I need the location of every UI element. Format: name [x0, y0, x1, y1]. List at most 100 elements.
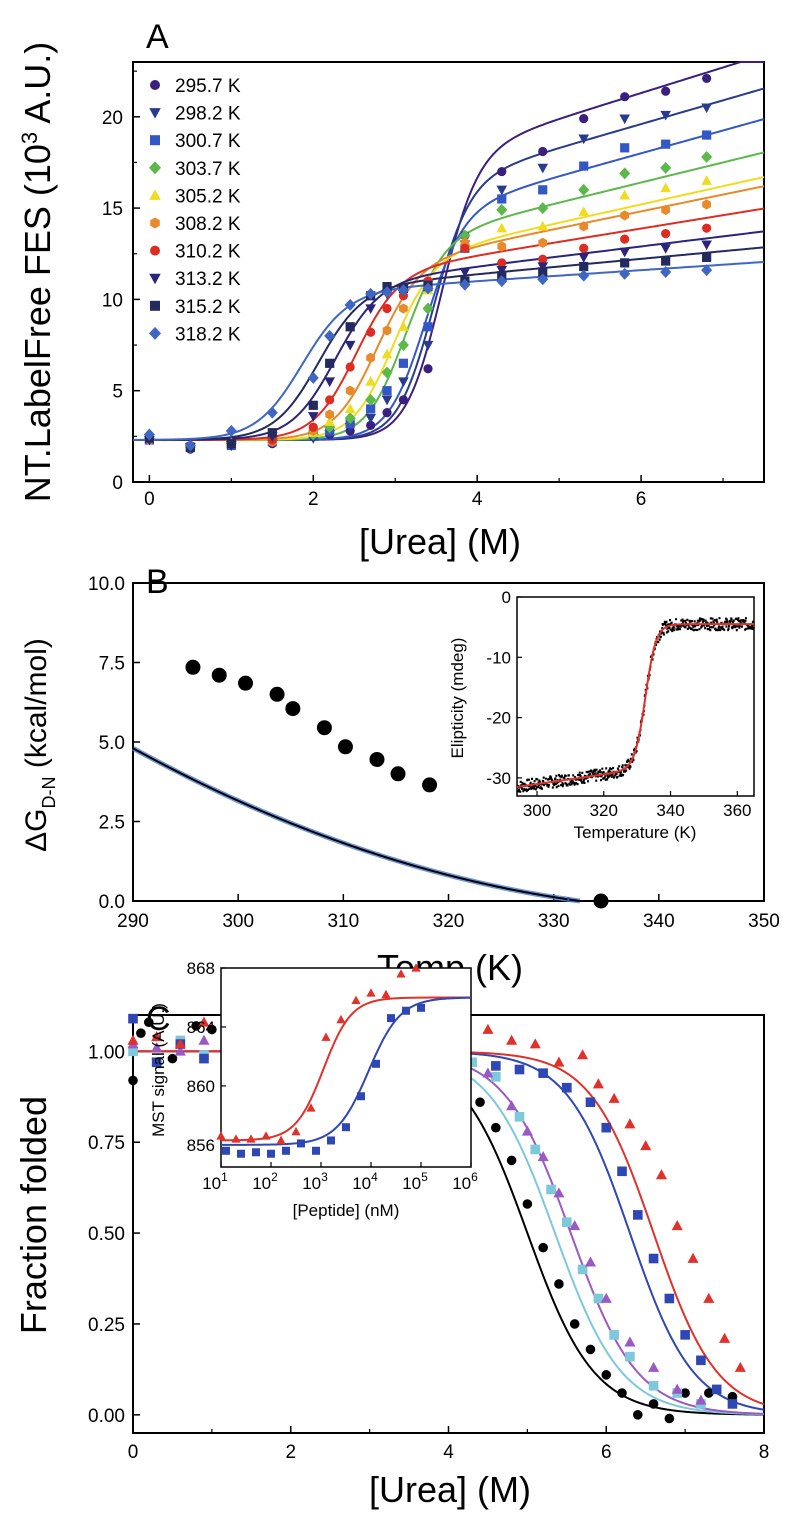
panel-a-fit-curves [132, 61, 765, 441]
legend-label: 315.2 K [175, 297, 241, 318]
data-point [381, 286, 393, 299]
panel-a-legend: 295.7 K 298.2 K 300.7 K 303.7 K 305.2 K 308.2… [149, 76, 241, 345]
y-tick-label: 15 [102, 199, 123, 220]
data-point [382, 325, 392, 336]
data-point [366, 327, 376, 337]
x-tick-label: 2 [285, 1442, 296, 1463]
data-point [184, 439, 196, 452]
data-point [316, 720, 332, 736]
inset-data-point [381, 989, 391, 999]
data-point [579, 243, 589, 253]
data-point [702, 199, 712, 210]
inset-y-tick-label: -10 [486, 648, 511, 667]
y-tick-label: 5 [112, 382, 123, 403]
data-point [185, 659, 201, 675]
data-point [703, 1388, 714, 1398]
data-point [537, 273, 549, 286]
panel-a-data-points [143, 73, 713, 454]
data-point [382, 386, 392, 396]
data-point [734, 1361, 746, 1372]
data-point [702, 130, 712, 140]
data-point [365, 287, 377, 300]
data-point [562, 1082, 572, 1093]
inset-data-point [312, 1146, 320, 1155]
data-point [680, 1388, 690, 1398]
data-point [128, 1046, 138, 1057]
y-tick-label: 2.5 [99, 813, 125, 834]
inset-x-tick-label: 105 [402, 1170, 428, 1193]
data-point [151, 1057, 162, 1068]
y-tick-label: 0.00 [88, 1406, 125, 1427]
data-point [398, 321, 409, 331]
x-tick-label: 2 [308, 489, 319, 510]
data-point [577, 1049, 589, 1060]
data-point [366, 352, 376, 363]
data-point [660, 110, 671, 121]
data-point [660, 161, 672, 174]
inset-y-tick-label: 0 [502, 588, 511, 607]
data-point [337, 739, 353, 755]
inset-data-point [282, 1146, 290, 1155]
data-point [506, 1155, 517, 1166]
y-tick-label: 7.5 [99, 654, 125, 675]
data-point [701, 240, 712, 251]
data-point [619, 189, 630, 200]
x-tick-label: 0 [128, 1442, 139, 1463]
y-tick-label: 20 [102, 108, 123, 129]
data-point [702, 223, 712, 233]
inset-y-tick-label: 864 [187, 1018, 215, 1037]
data-point [382, 303, 392, 314]
x-tick-label: 300 [222, 911, 254, 932]
inset-x-tick-label: 101 [202, 1170, 228, 1193]
data-point [640, 1140, 652, 1151]
data-point [687, 1252, 699, 1263]
x-tick-label: 4 [443, 1442, 454, 1463]
data-point [553, 1187, 565, 1198]
panel-a-frame [132, 61, 765, 483]
data-point [496, 185, 508, 196]
data-point [491, 1122, 501, 1133]
panel-a: A 0 2 4 6 0 5 10 15 20 295.7 K 298.2 K 300.7 K 303.… [17, 18, 765, 562]
data-point [703, 1292, 715, 1303]
data-point [151, 1041, 163, 1053]
data-point [398, 358, 409, 368]
data-point [529, 1038, 541, 1049]
data-point [191, 1021, 201, 1031]
data-point [366, 404, 376, 414]
data-point [345, 322, 355, 332]
x-tick-label: 350 [748, 911, 780, 932]
data-point [198, 1034, 210, 1045]
data-point [620, 143, 630, 153]
data-point [381, 395, 393, 406]
data-point [506, 1100, 518, 1111]
data-point [671, 1383, 683, 1394]
data-point [619, 114, 630, 125]
y-tick-label: 1.00 [88, 1042, 125, 1063]
inset-data-point [351, 995, 361, 1005]
data-point [609, 1330, 619, 1340]
data-point [459, 267, 471, 278]
data-point [344, 403, 356, 414]
inset-data-point [357, 1092, 365, 1101]
data-point [648, 1380, 659, 1391]
data-point [308, 400, 318, 410]
inset-x-tick-label: 104 [352, 1170, 378, 1193]
data-point [601, 1370, 612, 1380]
inset-data-point [252, 1148, 260, 1157]
data-point [398, 395, 409, 405]
data-point [661, 204, 671, 215]
panel-b-inset-axes: 300 320 340 360 0 -10 -20 -30 [486, 588, 751, 820]
legend-label: 305.2 K [175, 186, 241, 207]
legend-marker [150, 245, 160, 256]
panel-c-inset-xlabel: [Peptide] (nM) [293, 1201, 400, 1220]
inset-data-point [387, 1014, 395, 1023]
data-point [633, 1210, 643, 1220]
data-point [506, 1034, 518, 1045]
x-tick-label: 310 [327, 911, 359, 932]
data-point [174, 1045, 186, 1056]
panel-a-letter: A [146, 18, 169, 56]
inset-data-point [261, 1131, 271, 1140]
x-tick-label: 320 [433, 911, 465, 932]
data-point [546, 1184, 556, 1195]
legend-marker [149, 161, 161, 175]
